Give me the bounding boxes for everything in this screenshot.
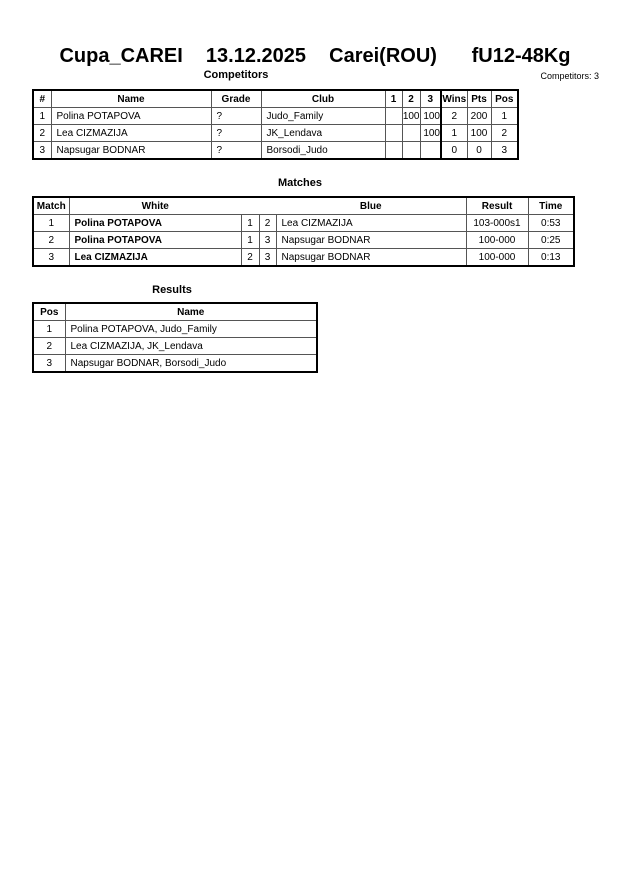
cell-score-3 bbox=[419, 141, 442, 160]
cell-wins: 1 bbox=[440, 124, 468, 142]
matches-heading: Matches bbox=[277, 177, 323, 189]
cell-club: JK_Lendava bbox=[260, 124, 386, 142]
cell-blue-score: 2 bbox=[258, 214, 277, 232]
table-row: 3 Napsugar BODNAR, Borsodi_Judo bbox=[32, 354, 318, 373]
cell-name: Napsugar BODNAR, Borsodi_Judo bbox=[64, 354, 318, 373]
cell-index: 1 bbox=[32, 107, 52, 125]
cell-index: 2 bbox=[32, 124, 52, 142]
cell-grade: ? bbox=[210, 141, 262, 160]
cell-score-2 bbox=[401, 141, 421, 160]
cell-club: Borsodi_Judo bbox=[260, 141, 386, 160]
table-row: 1 Polina POTAPOVA? Judo_Family 100 100 2 200 1 bbox=[32, 107, 519, 125]
table-row: 2 Polina POTAPOVA 1 3 Napsugar BODNAR 100-000… bbox=[32, 231, 575, 249]
col-wins: Wins bbox=[440, 89, 468, 108]
cell-white-name: Polina POTAPOVA bbox=[68, 231, 242, 249]
cell-score-1 bbox=[384, 141, 403, 160]
table-header: # Name Grade Club 1 2 3 Wins Pts Pos bbox=[32, 89, 519, 108]
col-name: Name bbox=[50, 89, 212, 108]
cell-pos: 1 bbox=[32, 320, 66, 338]
table-row: 3 Napsugar BODNAR? Borsodi_Judo 0 0 3 bbox=[32, 141, 519, 160]
col-match: Match bbox=[32, 196, 70, 215]
cell-time: 0:53 bbox=[527, 214, 575, 232]
cell-name: Napsugar BODNAR bbox=[50, 141, 212, 160]
table-row: 2 Lea CIZMAZIJA, JK_Lendava bbox=[32, 337, 318, 355]
competitors-count: Competitors: 3 bbox=[540, 71, 599, 81]
cell-pos: 3 bbox=[32, 354, 66, 373]
cell-score-1 bbox=[384, 124, 403, 142]
cell-score-2: 100 bbox=[401, 107, 421, 125]
col-club: Club bbox=[260, 89, 386, 108]
cell-pos: 1 bbox=[490, 107, 519, 125]
col-pos: Pos bbox=[490, 89, 519, 108]
cell-name: Polina POTAPOVA, Judo_Family bbox=[64, 320, 318, 338]
cell-match-number: 2 bbox=[32, 231, 70, 249]
cell-name: Lea CIZMAZIJA bbox=[50, 124, 212, 142]
cell-grade: ? bbox=[210, 107, 262, 125]
table-row: 1 Polina POTAPOVA, Judo_Family bbox=[32, 320, 318, 338]
results-heading: Results bbox=[152, 284, 192, 296]
table-header: Pos Name bbox=[32, 302, 318, 321]
col-2: 2 bbox=[401, 89, 421, 108]
results-table: Pos Name 1 Polina POTAPOVA, Judo_Family 2 L… bbox=[32, 302, 318, 373]
cell-blue-score: 3 bbox=[258, 231, 277, 249]
col-blue: Blue bbox=[276, 196, 467, 215]
header-spacer bbox=[241, 196, 259, 215]
cell-white-score: 2 bbox=[240, 248, 260, 267]
col-3: 3 bbox=[419, 89, 442, 108]
competitors-heading: Competitors bbox=[203, 69, 269, 81]
cell-white-name: Lea CIZMAZIJA bbox=[68, 248, 242, 267]
cell-blue-score: 3 bbox=[258, 248, 277, 267]
cell-score-3: 100 bbox=[419, 124, 442, 142]
cell-blue-name: Napsugar BODNAR bbox=[275, 231, 467, 249]
cell-wins: 0 bbox=[440, 141, 468, 160]
table-row: 2 Lea CIZMAZIJA? JK_Lendava 100 1 100 2 bbox=[32, 124, 519, 142]
cell-white-score: 1 bbox=[240, 231, 260, 249]
cell-match-number: 3 bbox=[32, 248, 70, 267]
cell-time: 0:25 bbox=[527, 231, 575, 249]
cell-white-name: Polina POTAPOVA bbox=[68, 214, 242, 232]
col-1: 1 bbox=[384, 89, 403, 108]
cell-name: Lea CIZMAZIJA, JK_Lendava bbox=[64, 337, 318, 355]
col-index: # bbox=[32, 89, 52, 108]
cell-club: Judo_Family bbox=[260, 107, 386, 125]
cell-pos: 3 bbox=[490, 141, 519, 160]
cell-score-1 bbox=[384, 107, 403, 125]
cell-pts: 200 bbox=[466, 107, 492, 125]
table-row: 3 Lea CIZMAZIJA 2 3 Napsugar BODNAR 100-000 0:… bbox=[32, 248, 575, 267]
header-spacer bbox=[259, 196, 276, 215]
col-pos: Pos bbox=[32, 302, 66, 321]
col-result: Result bbox=[465, 196, 529, 215]
matches-table: Match White Blue Result Time 1 Polina POT… bbox=[32, 196, 575, 267]
cell-white-score: 1 bbox=[240, 214, 260, 232]
cell-pos: 2 bbox=[490, 124, 519, 142]
cell-pts: 100 bbox=[466, 124, 492, 142]
cell-result: 100-000 bbox=[465, 231, 529, 249]
col-white: White bbox=[68, 196, 241, 215]
cell-time: 0:13 bbox=[527, 248, 575, 267]
table-header: Match White Blue Result Time bbox=[32, 196, 575, 215]
page-title: Cupa_CAREI 13.12.2025 Carei(ROU) fU12-48… bbox=[59, 45, 571, 67]
col-pts: Pts bbox=[466, 89, 492, 108]
cell-result: 103-000s1 bbox=[465, 214, 529, 232]
cell-result: 100-000 bbox=[465, 248, 529, 267]
col-grade: Grade bbox=[210, 89, 262, 108]
cell-grade: ? bbox=[210, 124, 262, 142]
cell-pts: 0 bbox=[466, 141, 492, 160]
cell-score-3: 100 bbox=[419, 107, 442, 125]
col-time: Time bbox=[527, 196, 575, 215]
cell-score-2 bbox=[401, 124, 421, 142]
cell-wins: 2 bbox=[440, 107, 468, 125]
cell-blue-name: Lea CIZMAZIJA bbox=[275, 214, 467, 232]
cell-pos: 2 bbox=[32, 337, 66, 355]
cell-match-number: 1 bbox=[32, 214, 70, 232]
cell-name: Polina POTAPOVA bbox=[50, 107, 212, 125]
table-row: 1 Polina POTAPOVA 1 2 Lea CIZMAZIJA 103-000s1… bbox=[32, 214, 575, 232]
cell-index: 3 bbox=[32, 141, 52, 160]
col-name: Name bbox=[64, 302, 318, 321]
cell-blue-name: Napsugar BODNAR bbox=[275, 248, 467, 267]
competitors-table: # Name Grade Club 1 2 3 Wins Pts Pos 1 Polina POTA… bbox=[32, 89, 519, 160]
